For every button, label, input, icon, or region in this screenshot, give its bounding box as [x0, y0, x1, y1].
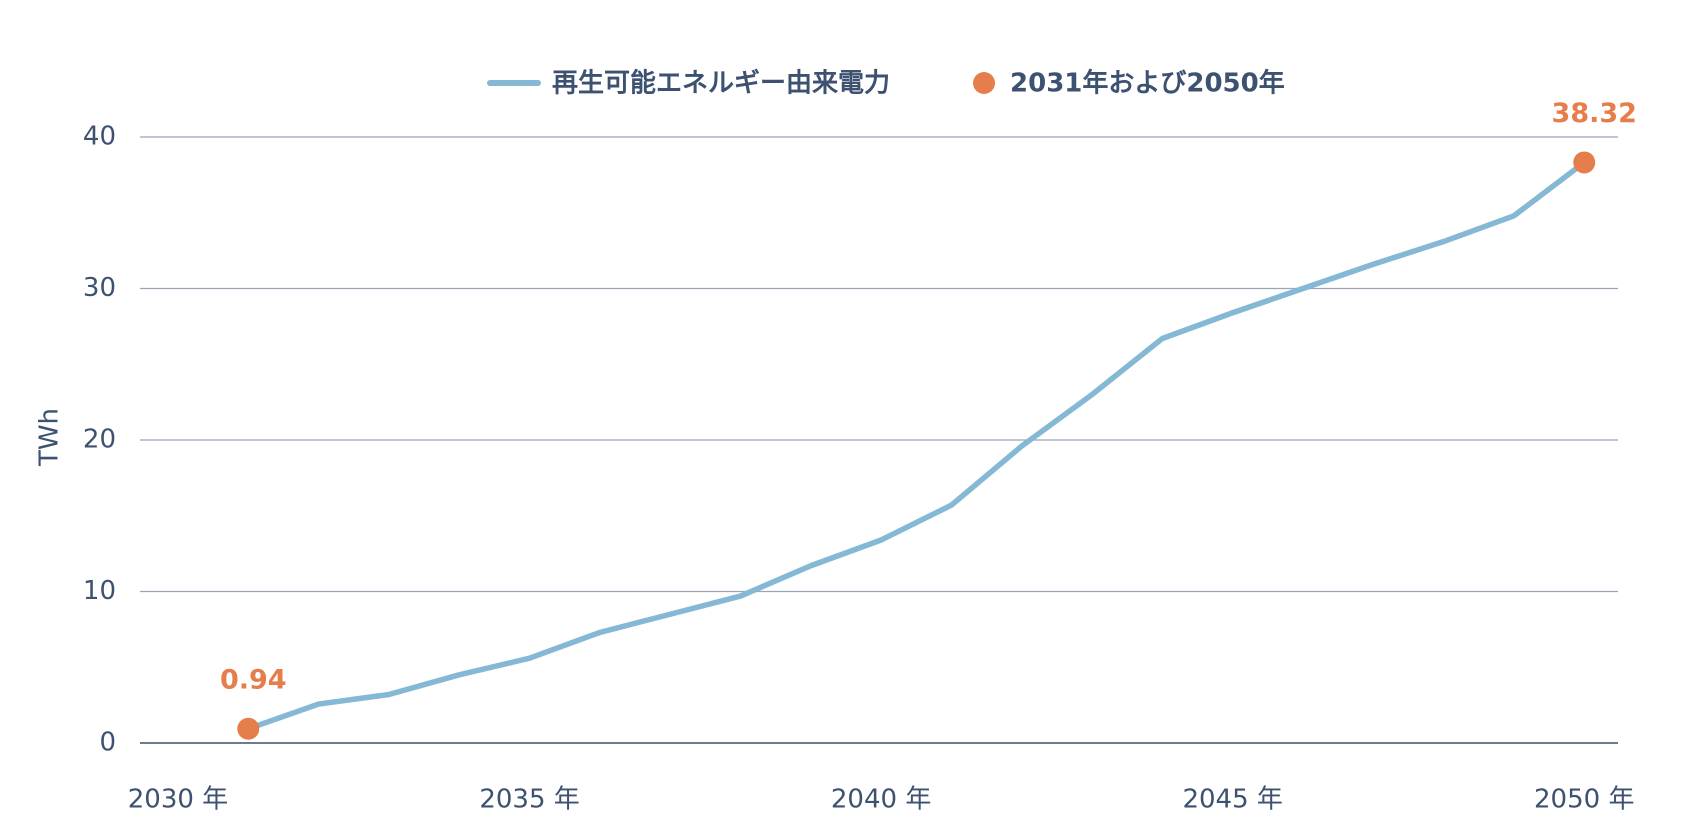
line	[247, 160, 1586, 732]
y-tick-label: 30	[83, 273, 116, 303]
legend-label: 再生可能エネルギー由来電力	[552, 68, 890, 99]
point	[237, 717, 260, 740]
point	[1573, 151, 1596, 174]
data-label: 38.32	[1552, 98, 1637, 129]
x-tick-label: 2045 年	[1182, 785, 1282, 815]
y-axis-label: TWh	[35, 408, 65, 467]
y-tick-label: 0	[99, 728, 116, 758]
x-tick-label: 2050 年	[1534, 785, 1634, 815]
x-tick-label: 2040 年	[831, 785, 931, 815]
x-tick-label: 2035 年	[479, 785, 579, 815]
legend-swatch	[973, 72, 996, 94]
y-tick-label: 20	[83, 425, 116, 455]
data-label: 0.94	[220, 664, 287, 695]
x-tick-label: 2030 年	[128, 785, 228, 815]
legend-label: 2031年および2050年	[1010, 68, 1285, 99]
y-tick-label: 10	[83, 576, 116, 606]
y-tick-label: 40	[83, 122, 116, 152]
